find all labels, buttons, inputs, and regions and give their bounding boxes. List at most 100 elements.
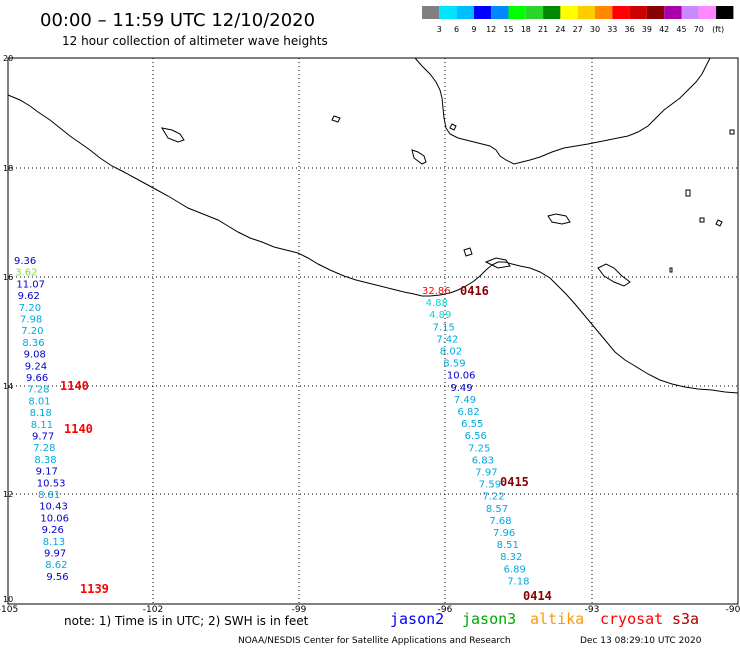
wave-height-value: 7.28 <box>33 443 55 454</box>
coastline <box>7 57 739 394</box>
legend-swatch <box>560 6 578 19</box>
x-axis-labels: -105 -102 -99 -96 -93 -90 <box>0 605 740 615</box>
legend-label: (ft) <box>712 25 724 34</box>
plot-frame <box>7 57 739 605</box>
wave-height-value: 8.36 <box>22 338 44 349</box>
legend-swatch <box>577 6 595 19</box>
satellite-altika: altika <box>530 610 584 628</box>
wave-height-value: 7.28 <box>27 385 49 396</box>
legend-label: 6 <box>454 25 459 34</box>
satellite-cryosat: cryosat <box>600 610 663 628</box>
wave-height-value: 6.82 <box>458 407 480 418</box>
wave-height-value: 10.53 <box>37 478 66 489</box>
wave-height-value: 4.88 <box>426 298 448 309</box>
wave-height-value: 7.18 <box>507 576 529 587</box>
y-tick: 16 <box>3 273 13 282</box>
wave-height-value: 8.11 <box>31 420 53 431</box>
legend-swatch <box>525 6 544 19</box>
wave-height-value: 7.98 <box>20 315 42 326</box>
legend-label: 3 <box>437 25 442 34</box>
y-tick: 20 <box>3 54 13 63</box>
legend-swatch <box>543 6 561 19</box>
x-tick: -99 <box>292 605 307 615</box>
legend-label: 24 <box>555 25 565 34</box>
map-subtitle: 12 hour collection of altimeter wave hei… <box>62 34 328 48</box>
wave-height-value: 9.26 <box>42 525 64 536</box>
legend-label: 12 <box>486 25 496 34</box>
wave-height-value: 7.49 <box>454 395 476 406</box>
wave-height-value: 9.56 <box>46 572 68 583</box>
wave-height-value: 9.97 <box>44 549 66 560</box>
footer-timestamp: Dec 13 08:29:10 UTC 2020 <box>580 636 702 646</box>
wave-height-value: 7.96 <box>493 528 515 539</box>
wave-height-value: 8.01 <box>28 396 50 407</box>
x-tick: -93 <box>585 605 600 615</box>
altimeter-tracks: 9.363.6211.079.627.207.987.208.369.089.2… <box>14 256 529 587</box>
legend-swatch <box>595 6 613 19</box>
wave-height-value: 10.06 <box>447 371 476 382</box>
time-label: 0415 <box>500 475 529 489</box>
legend-swatch <box>664 6 682 19</box>
footer-credit: NOAA/NESDIS Center for Satellite Applica… <box>238 636 511 646</box>
legend-label: 33 <box>607 25 617 34</box>
map-title: 00:00 – 11:59 UTC 12/10/2020 <box>40 10 315 31</box>
legend-swatch <box>612 6 630 19</box>
x-tick: -102 <box>143 605 163 615</box>
legend-label: 30 <box>590 25 600 34</box>
wave-height-value: 7.97 <box>475 468 497 479</box>
legend-swatch <box>422 6 440 19</box>
footer-note: note: 1) Time is in UTC; 2) SWH is in fe… <box>64 614 309 628</box>
x-tick: -90 <box>726 605 740 615</box>
wave-height-value: 7.22 <box>482 492 504 503</box>
legend-label: 42 <box>659 25 669 34</box>
legend-label: 36 <box>625 25 635 34</box>
wave-height-value: 7.15 <box>433 322 455 333</box>
wave-height-value: 11.07 <box>16 279 45 290</box>
wave-height-value: 8.62 <box>45 560 67 571</box>
wave-height-value: 6.89 <box>504 564 526 575</box>
legend-swatch <box>473 6 492 19</box>
wave-height-value: 8.57 <box>486 504 508 515</box>
wave-height-value: 8.51 <box>497 540 519 551</box>
y-axis-labels: 20 18 16 14 12 10 <box>3 54 13 604</box>
time-label: 1139 <box>80 582 109 596</box>
legend-label: 9 <box>471 25 476 34</box>
x-tick: -96 <box>438 605 453 615</box>
wave-height-value: 9.17 <box>36 467 58 478</box>
wave-height-value: 3.62 <box>15 268 37 279</box>
legend-label: 45 <box>676 25 686 34</box>
y-tick: 14 <box>3 382 13 391</box>
y-tick: 12 <box>3 490 13 499</box>
wave-height-value: 8.59 <box>443 359 465 370</box>
wave-height-value: 8.18 <box>30 408 52 419</box>
wave-height-value: 6.56 <box>465 431 487 442</box>
legend-swatch <box>698 6 717 19</box>
x-tick: -105 <box>0 605 18 615</box>
legend-swatch <box>456 6 474 19</box>
time-labels: 1140 1140 1139 0416 0415 0414 <box>60 284 552 603</box>
wave-height-value: 9.77 <box>32 432 54 443</box>
wave-height-value: 8.32 <box>500 552 522 563</box>
wave-height-value: 32.86 <box>422 286 451 297</box>
wave-height-value: 7.42 <box>436 334 458 345</box>
wave-height-value: 8.81 <box>38 490 60 501</box>
time-label: 1140 <box>60 379 89 393</box>
time-label: 0414 <box>523 589 552 603</box>
wave-height-value: 9.66 <box>26 373 48 384</box>
wave-height-value: 4.89 <box>429 310 451 321</box>
y-tick: 10 <box>3 595 13 604</box>
legend-swatch <box>646 6 665 19</box>
legend-label: 18 <box>521 25 531 34</box>
wave-height-value: 6.55 <box>461 419 483 430</box>
legend-swatch <box>508 6 526 19</box>
wave-height-value: 7.20 <box>19 303 41 314</box>
wave-height-value: 9.36 <box>14 256 36 267</box>
wave-height-value: 7.59 <box>479 480 501 491</box>
wave-height-value: 9.08 <box>24 350 46 361</box>
legend-swatch <box>491 6 509 19</box>
wave-height-value: 10.43 <box>39 502 68 513</box>
satellite-s3a: s3a <box>672 610 699 628</box>
wave-height-value: 8.13 <box>43 537 65 548</box>
legend-label: 39 <box>642 25 652 34</box>
